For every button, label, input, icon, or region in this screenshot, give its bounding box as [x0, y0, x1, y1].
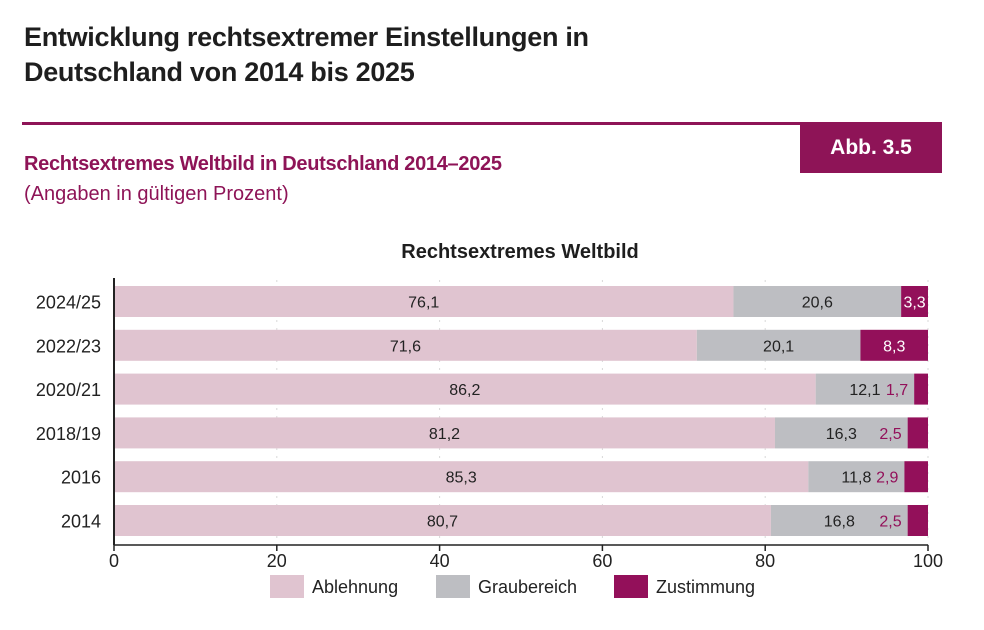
data-label: 3,3 — [903, 295, 925, 312]
bar-ablehnung — [114, 373, 816, 405]
x-tick-label: 20 — [267, 551, 287, 571]
category-label: 2020/21 — [36, 380, 101, 400]
data-label: 80,7 — [427, 514, 458, 531]
data-label: 20,1 — [763, 338, 794, 355]
data-label: 12,1 — [849, 382, 880, 399]
bar-graubereich — [770, 505, 908, 536]
data-label: 71,6 — [390, 338, 421, 355]
category-label: 2024/25 — [36, 293, 101, 313]
chart-subtitle: Rechtsextremes Weltbild in Deutschland 2… — [24, 153, 502, 175]
bar-ablehnung — [114, 505, 771, 536]
data-label: 8,3 — [883, 338, 905, 355]
chart-title: Rechtsextremes Weltbild — [401, 241, 639, 263]
header-rule — [22, 122, 942, 125]
bar-zustimmung — [914, 373, 928, 405]
category-label: 2018/19 — [36, 424, 101, 444]
data-label: 20,6 — [802, 295, 833, 312]
category-label: 2014 — [61, 512, 101, 532]
bar-zustimmung — [860, 329, 928, 361]
data-label: 76,1 — [408, 295, 439, 312]
bar-ablehnung — [114, 329, 697, 361]
bar-graubereich — [808, 461, 905, 493]
legend-label: Zustimmung — [656, 577, 755, 597]
category-label: 2016 — [61, 468, 101, 488]
bar-ablehnung — [114, 461, 809, 493]
bar-zustimmung — [901, 286, 928, 317]
category-label: 2022/23 — [36, 336, 101, 356]
data-label: 81,2 — [429, 426, 460, 443]
data-label: 2,5 — [879, 426, 901, 443]
data-label: 11,8 — [841, 470, 871, 487]
bar-graubereich — [696, 329, 861, 361]
figure-label: Abb. 3.5 — [800, 122, 942, 173]
x-tick-label: 80 — [755, 551, 775, 571]
title-line-1: Entwicklung rechtsextremer Einstellungen… — [24, 22, 589, 52]
data-label: 85,3 — [446, 470, 477, 487]
legend-label: Graubereich — [478, 577, 577, 597]
bar-zustimmung — [907, 505, 928, 536]
bar-zustimmung — [904, 461, 928, 493]
title-line-2: Deutschland von 2014 bis 2025 — [24, 57, 415, 87]
x-tick-label: 60 — [592, 551, 612, 571]
legend-swatch-ablehnung — [270, 575, 304, 598]
data-label: 16,3 — [826, 426, 857, 443]
legend-swatch-zustimmung — [614, 575, 648, 598]
bar-zustimmung — [907, 417, 928, 449]
data-label: 86,2 — [449, 382, 480, 399]
bar-graubereich — [733, 286, 902, 317]
chart-note: (Angaben in gültigen Prozent) — [24, 183, 289, 205]
data-label: 1,7 — [886, 382, 908, 399]
data-label: 2,5 — [879, 514, 901, 531]
bar-graubereich — [815, 373, 915, 405]
x-tick-label: 100 — [913, 551, 943, 571]
legend-swatch-graubereich — [436, 575, 470, 598]
bar-graubereich — [774, 417, 908, 449]
x-tick-label: 0 — [109, 551, 119, 571]
data-label: 2,9 — [876, 470, 898, 487]
x-tick-label: 40 — [430, 551, 450, 571]
data-label: 16,8 — [824, 514, 855, 531]
main-title: Entwicklung rechtsextremer Einstellungen… — [24, 20, 589, 90]
legend-label: Ablehnung — [312, 577, 398, 597]
bar-ablehnung — [114, 417, 775, 449]
bar-ablehnung — [114, 286, 734, 317]
